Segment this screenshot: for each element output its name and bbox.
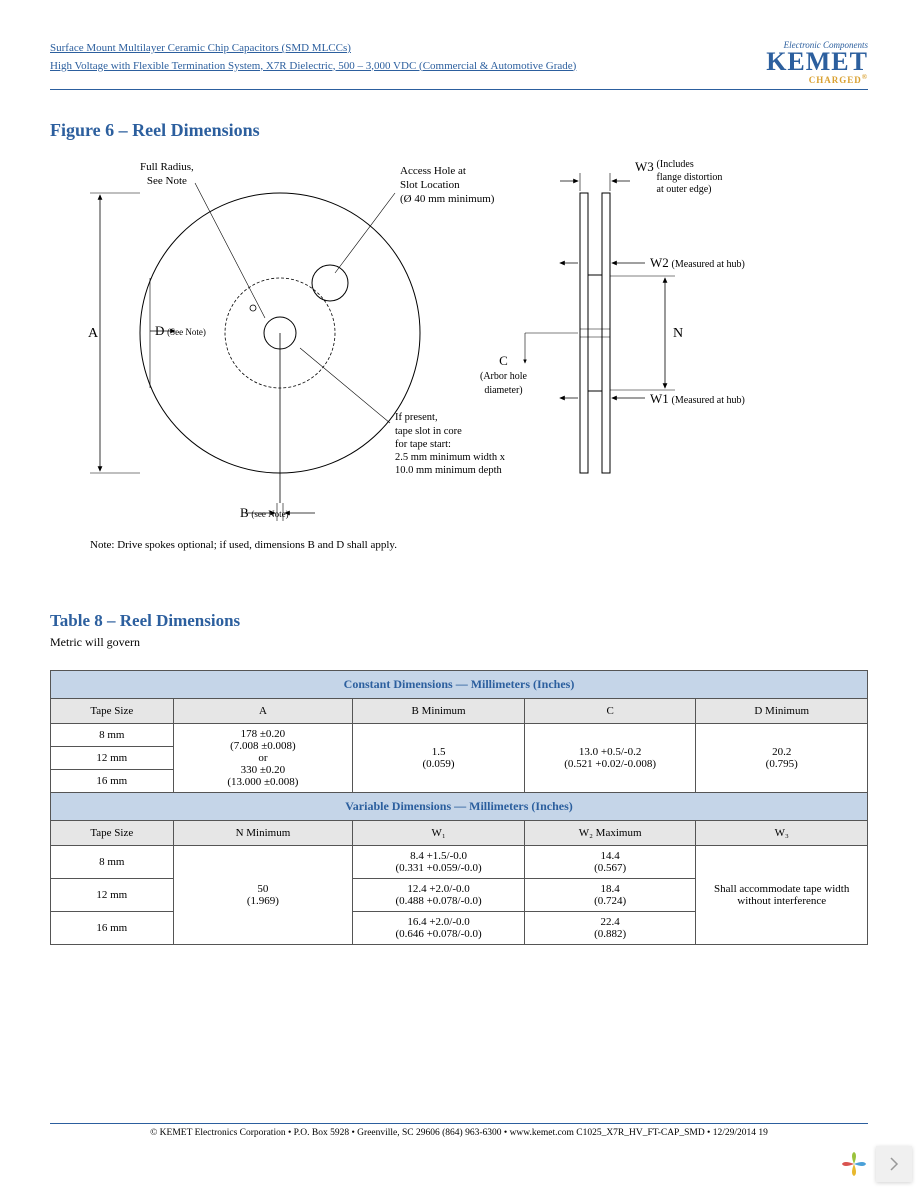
page-header: Surface Mount Multilayer Ceramic Chip Ca… — [50, 40, 868, 90]
label-w2: W2 (Measured at hub) — [650, 255, 745, 272]
col-tape-size: Tape Size — [51, 699, 174, 724]
col-a: A — [173, 699, 353, 724]
col-w3: W₃ — [696, 821, 868, 846]
header-text: Surface Mount Multilayer Ceramic Chip Ca… — [50, 40, 576, 75]
metric-note: Metric will govern — [50, 635, 868, 650]
figure-title: Figure 6 – Reel Dimensions — [50, 120, 868, 141]
label-c: C(Arbor hole diameter) — [480, 353, 527, 397]
label-d: D (See Note) — [155, 323, 206, 340]
col-w1: W₁ — [353, 821, 525, 846]
page-nav — [836, 1146, 912, 1182]
logo: Electronic Components KEMET CHARGED® — [766, 40, 868, 85]
section2-header: Variable Dimensions — Millimeters (Inche… — [51, 793, 868, 821]
label-w1: W1 (Measured at hub) — [650, 391, 745, 408]
col-w2: W₂ Maximum — [524, 821, 696, 846]
next-page-button[interactable] — [876, 1146, 912, 1182]
label-tape-slot: If present, tape slot in core for tape s… — [395, 411, 505, 477]
label-access-hole: Access Hole at Slot Location (Ø 40 mm mi… — [400, 165, 494, 206]
reel-diagram: Full Radius, See Note Access Hole at Slo… — [50, 153, 868, 533]
header-line2: High Voltage with Flexible Termination S… — [50, 58, 576, 76]
page-footer: © KEMET Electronics Corporation • P.O. B… — [50, 1123, 868, 1138]
logo-petal-icon — [836, 1146, 872, 1182]
table-row: 8 mm 50 (1.969) 8.4 +1.5/-0.0 (0.331 +0.… — [51, 846, 868, 879]
col-c: C — [524, 699, 696, 724]
col-tape-size2: Tape Size — [51, 821, 174, 846]
reel-dimensions-table: Constant Dimensions — Millimeters (Inche… — [50, 670, 868, 945]
col-d: D Minimum — [696, 699, 868, 724]
label-b: B (see Note) — [240, 505, 289, 522]
col-n: N Minimum — [173, 821, 353, 846]
table-row: 8 mm 178 ±0.20 (7.008 ±0.008) or 330 ±0.… — [51, 724, 868, 747]
table-title: Table 8 – Reel Dimensions — [50, 611, 868, 631]
figure-note: Note: Drive spokes optional; if used, di… — [90, 539, 868, 551]
col-b: B Minimum — [353, 699, 525, 724]
label-a: A — [88, 325, 98, 343]
logo-main: KEMET — [766, 50, 868, 73]
label-w3: W3 (Includes flange distortion at outer … — [635, 159, 722, 197]
label-full-radius: Full Radius, See Note — [140, 161, 194, 189]
label-n: N — [673, 325, 683, 343]
header-line1: Surface Mount Multilayer Ceramic Chip Ca… — [50, 40, 576, 58]
section1-header: Constant Dimensions — Millimeters (Inche… — [51, 671, 868, 699]
